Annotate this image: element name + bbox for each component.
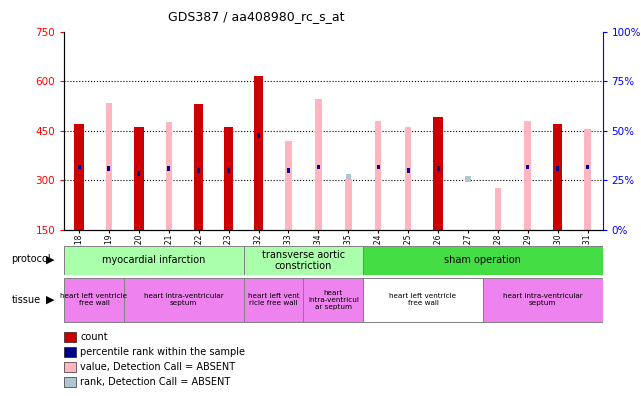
Bar (134, 128, 144, 230)
Bar (405, 128, 412, 230)
Text: ▶: ▶ (46, 295, 54, 305)
Bar (285, 141, 292, 230)
Text: sham operation: sham operation (444, 255, 521, 265)
Text: heart intra-ventricular
septum: heart intra-ventricular septum (144, 293, 224, 307)
Bar (303, 278, 363, 322)
Bar (526, 165, 529, 169)
Bar (194, 104, 203, 230)
Text: heart left ventricle
free wall: heart left ventricle free wall (390, 293, 456, 307)
Text: tissue: tissue (12, 295, 40, 305)
Text: count: count (80, 331, 108, 342)
Bar (377, 165, 379, 169)
Bar (317, 165, 320, 169)
Text: heart left vent
ricle free wall: heart left vent ricle free wall (247, 293, 299, 307)
Bar (244, 278, 303, 322)
Bar (137, 171, 140, 176)
Bar (254, 76, 263, 230)
Text: ▶: ▶ (46, 254, 54, 265)
Text: rank, Detection Call = ABSENT: rank, Detection Call = ABSENT (80, 377, 230, 387)
Text: heart
intra-ventricul
ar septum: heart intra-ventricul ar septum (308, 290, 359, 310)
Bar (556, 166, 559, 171)
Bar (585, 129, 591, 230)
Text: heart intra-ventricular
septum: heart intra-ventricular septum (503, 293, 583, 307)
Text: GDS387 / aa408980_rc_s_at: GDS387 / aa408980_rc_s_at (168, 10, 345, 23)
Bar (586, 165, 589, 169)
Bar (315, 99, 322, 230)
Bar (495, 188, 501, 230)
Bar (465, 175, 470, 181)
Bar (74, 124, 84, 230)
Bar (363, 278, 483, 322)
Bar (108, 166, 110, 171)
Text: percentile rank within the sample: percentile rank within the sample (80, 346, 245, 357)
Bar (78, 165, 81, 169)
Bar (165, 122, 172, 230)
Bar (433, 118, 443, 230)
Bar (227, 168, 230, 173)
Bar (524, 121, 531, 230)
Bar (167, 166, 171, 171)
Bar (553, 124, 562, 230)
Bar (257, 133, 260, 138)
Bar (64, 278, 124, 322)
Text: value, Detection Call = ABSENT: value, Detection Call = ABSENT (80, 362, 235, 372)
Bar (197, 168, 200, 173)
Bar (124, 278, 244, 322)
Bar (437, 166, 440, 171)
Bar (64, 246, 244, 275)
Text: transverse aortic
constriction: transverse aortic constriction (262, 249, 345, 271)
Bar (224, 128, 233, 230)
Bar (375, 121, 381, 230)
Bar (483, 278, 603, 322)
Text: protocol: protocol (12, 254, 51, 265)
Bar (345, 179, 351, 230)
Bar (287, 168, 290, 173)
Text: myocardial infarction: myocardial infarction (102, 255, 206, 265)
Text: heart left ventricle
free wall: heart left ventricle free wall (60, 293, 128, 307)
Bar (106, 103, 112, 230)
Bar (244, 246, 363, 275)
Bar (363, 246, 603, 275)
Bar (345, 174, 351, 180)
Bar (406, 168, 410, 173)
